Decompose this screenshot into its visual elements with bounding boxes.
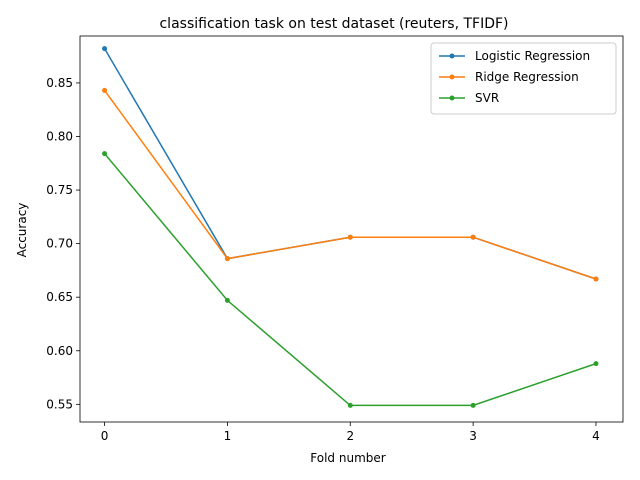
x-tick-label: 1 (224, 429, 232, 443)
data-point (470, 234, 476, 240)
legend: Logistic Regression Ridge Regression SVR (430, 42, 617, 115)
plot-area (102, 46, 599, 408)
y-tick-label: 0.75 (46, 183, 73, 197)
y-tick-label: 0.70 (46, 237, 73, 251)
data-point (347, 234, 353, 240)
y-tick-label: 0.55 (46, 397, 73, 411)
axes-frame (79, 35, 624, 423)
y-tick-label: 0.80 (46, 129, 73, 143)
data-point (224, 297, 230, 303)
legend-marker (449, 74, 455, 80)
data-point (102, 87, 108, 93)
legend-label: Ridge Regression (475, 70, 579, 84)
series-line-1 (103, 89, 597, 280)
data-point (470, 402, 476, 408)
data-point (224, 256, 230, 262)
x-axis-label: Fold number (310, 451, 385, 465)
x-tick-label: 0 (101, 429, 109, 443)
x-tick-label: 3 (469, 429, 477, 443)
chart-title: classification task on test dataset (reu… (159, 16, 508, 32)
x-tick-label: 2 (346, 429, 354, 443)
legend-label: Logistic Regression (475, 49, 590, 63)
legend-label: SVR (475, 91, 499, 105)
data-point (347, 402, 353, 408)
data-point (102, 46, 108, 52)
y-axis-label: Accuracy (15, 203, 29, 258)
legend-box (430, 42, 617, 115)
legend-marker (449, 53, 455, 59)
data-point (593, 276, 599, 282)
y-tick-label: 0.85 (46, 76, 73, 90)
y-tick-label: 0.65 (46, 290, 73, 304)
x-tick-label: 4 (592, 429, 600, 443)
legend-marker (449, 95, 455, 101)
data-point (102, 151, 108, 157)
data-point (593, 361, 599, 367)
y-tick-label: 0.60 (46, 344, 73, 358)
axes: 0 1 2 3 4 0.55 0.60 0.65 0.70 0.75 0.80 0.85 (46, 35, 624, 443)
